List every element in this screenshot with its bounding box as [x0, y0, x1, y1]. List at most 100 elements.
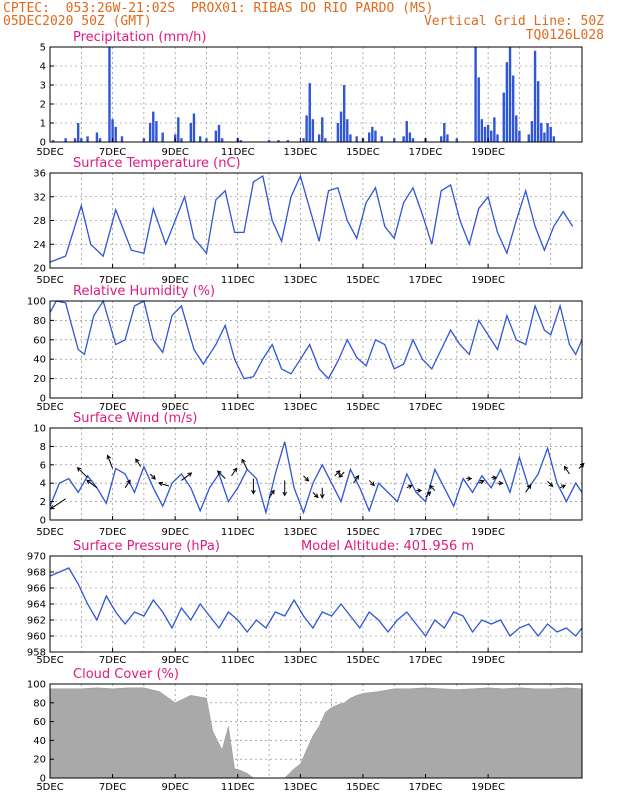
- wind-arrowhead: [76, 466, 82, 472]
- y-tick-label: 0: [40, 516, 46, 527]
- x-tick-label: 17DEC: [409, 147, 443, 158]
- precip-bar: [355, 136, 358, 142]
- x-tick-label: 19DEC: [471, 782, 505, 793]
- x-tick-label: 7DEC: [99, 655, 126, 666]
- chart-cloud: 0 20 40 60 80 100 5DEC 7DEC 9DEC 11DEC 13DEC 15DEC 1…: [27, 667, 583, 793]
- precip-bar: [477, 77, 480, 142]
- wind-vector: [77, 467, 88, 479]
- y-tick-label: 962: [27, 616, 46, 627]
- wind-arrowhead: [526, 484, 532, 489]
- wind-arrowhead: [492, 475, 498, 481]
- y-tick-label: 970: [27, 552, 46, 563]
- precip-bar: [120, 136, 124, 142]
- y-tick-label: 100: [27, 297, 46, 308]
- x-tick-label: 19DEC: [471, 275, 505, 286]
- precip-bar: [311, 119, 315, 142]
- precip-bar: [486, 124, 490, 142]
- precip-bar: [393, 138, 396, 142]
- precip-bar: [527, 134, 530, 142]
- x-tick-label: 17DEC: [409, 655, 443, 666]
- precip-bar: [405, 121, 408, 142]
- precip-bar: [346, 119, 349, 142]
- x-tick-label: 11DEC: [221, 527, 255, 538]
- precip-bar: [321, 117, 324, 142]
- precip-bar: [336, 123, 340, 142]
- wind-arrowhead: [241, 458, 246, 464]
- y-tick-label: 20: [33, 374, 46, 385]
- precip-bar: [502, 92, 505, 142]
- wind-vector: [368, 480, 375, 486]
- precip-bar: [411, 138, 415, 142]
- precip-bar: [189, 123, 193, 142]
- y-tick-label: 958: [27, 648, 46, 659]
- wind-arrowhead: [187, 472, 193, 477]
- precip-bar: [483, 126, 487, 142]
- wind-arrowhead: [313, 493, 319, 499]
- panel-frame: [49, 46, 583, 143]
- wind-vector: [564, 466, 570, 475]
- precip-bar: [64, 138, 67, 142]
- y-tick-label: 5: [40, 43, 46, 54]
- panel-title: Cloud Cover (%): [73, 667, 179, 682]
- x-tick-label: 19DEC: [471, 147, 505, 158]
- wind-arrowhead: [548, 482, 554, 488]
- wind-arrowhead: [479, 480, 485, 485]
- chart-rh: 0 20 40 60 80 100 5DEC 7DEC 9DEC 11DEC 13DEC 15DEC 1…: [27, 284, 583, 413]
- precip-bar: [161, 132, 164, 142]
- x-tick-label: 15DEC: [346, 655, 380, 666]
- x-tick-label: 13DEC: [283, 147, 317, 158]
- y-tick-label: 28: [33, 216, 46, 227]
- precip-bar: [142, 138, 146, 142]
- precip-bar: [455, 138, 459, 142]
- precip-bar: [177, 117, 180, 142]
- x-tick-label: 9DEC: [161, 655, 188, 666]
- wind-arrowhead: [157, 481, 163, 487]
- cloud-area: [49, 687, 583, 779]
- y-tick-label: 2: [40, 100, 46, 111]
- precip-bar: [73, 138, 77, 142]
- precip-bar: [408, 132, 412, 142]
- series-line: [49, 441, 583, 516]
- precip-bar: [114, 126, 117, 142]
- panel-frame: [49, 300, 583, 399]
- wind-arrowhead: [407, 484, 413, 489]
- x-tick-label: 17DEC: [409, 782, 443, 793]
- panel-title: Surface Temperature (nC): [73, 156, 241, 171]
- wind-arrowhead: [319, 494, 325, 499]
- precip-bar: [439, 136, 443, 142]
- wind-arrowhead: [354, 474, 360, 480]
- panel-title: Surface Pressure (hPa): [73, 539, 220, 554]
- precip-bar: [540, 123, 543, 142]
- precip-bar: [518, 130, 521, 142]
- wind-vector: [429, 485, 436, 491]
- y-tick-label: 3: [40, 81, 46, 92]
- y-tick-label: 40: [33, 355, 46, 366]
- precip-bar: [305, 115, 308, 142]
- wind-vector: [50, 498, 66, 510]
- x-tick-label: 11DEC: [221, 275, 255, 286]
- x-tick-label: 9DEC: [161, 275, 188, 286]
- chart-wind: 0 2 4 6 8 10 5DEC 7DEC 9DEC 11DEC 13DEC 15DEC 17DEC 1…: [33, 411, 585, 538]
- y-tick-label: 0: [40, 774, 46, 785]
- x-tick-label: 15DEC: [346, 527, 380, 538]
- wind-vector: [353, 475, 359, 484]
- precip-bar: [76, 123, 80, 142]
- y-tick-label: 10: [33, 424, 46, 435]
- x-tick-label: 9DEC: [161, 527, 188, 538]
- grid-line-label: Vertical Grid Line: 50Z: [423, 14, 604, 29]
- precip-bar: [108, 47, 111, 142]
- y-tick-label: 0: [40, 138, 46, 149]
- x-tick-label: 13DEC: [283, 655, 317, 666]
- precip-bar: [511, 75, 515, 142]
- precip-bar: [148, 123, 152, 142]
- precip-bar: [286, 140, 290, 142]
- wind-vector: [547, 481, 553, 487]
- precip-bar: [302, 138, 305, 142]
- precip-bar: [552, 136, 556, 142]
- x-tick-label: 11DEC: [221, 147, 255, 158]
- run-date-label: 05DEC2020 50Z (GMT): [3, 14, 152, 29]
- precip-bar: [199, 136, 202, 142]
- wind-arrowhead: [561, 484, 567, 489]
- y-tick-label: 960: [27, 632, 46, 643]
- precip-bar: [549, 126, 552, 142]
